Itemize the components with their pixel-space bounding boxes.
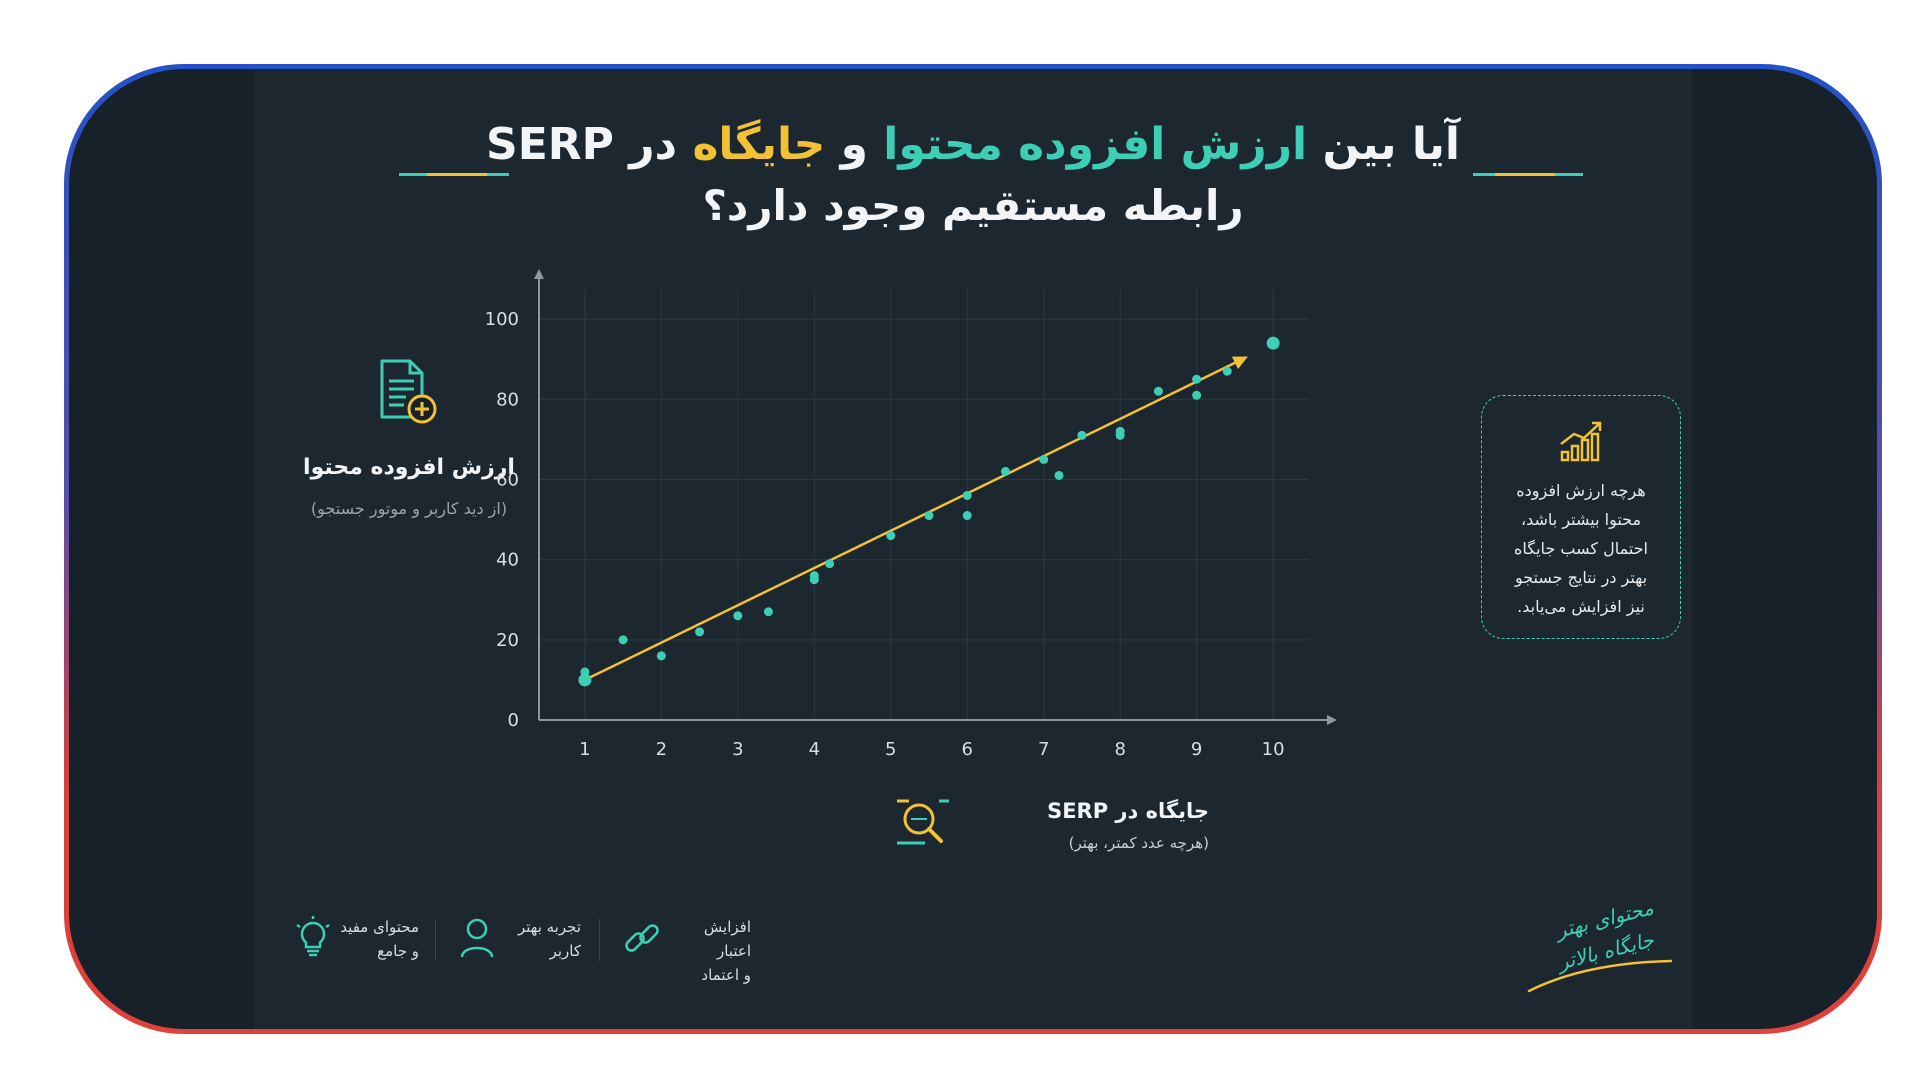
data-point — [695, 627, 705, 637]
outer-frame: آیا بین ارزش افزوده محتوا و جایگاه در SE… — [64, 64, 1882, 1034]
x-tick-label: 4 — [809, 739, 820, 760]
x-tick-label: 5 — [885, 739, 896, 760]
x-tick-label: 7 — [1038, 739, 1049, 760]
data-point — [763, 607, 773, 617]
feature-line: و اعتماد — [701, 966, 751, 984]
data-point — [1039, 454, 1049, 464]
feature-line: و جامع — [377, 942, 419, 960]
feature-useful-content: محتوای مفید و جامع — [339, 915, 419, 963]
x-tick-label: 2 — [656, 739, 667, 760]
feature-credibility: افزایش اعتبار و اعتماد — [667, 915, 751, 987]
y-tick-label: 40 — [496, 550, 519, 571]
data-point — [1192, 390, 1202, 400]
info-line: بهتر در نتایج جستجو — [1514, 568, 1648, 587]
document-plus-icon — [380, 359, 437, 424]
data-point — [962, 490, 972, 500]
title-line-2: رابطه مستقیم وجود دارد؟ — [702, 181, 1244, 230]
data-point — [809, 575, 819, 585]
magnifier-icon — [897, 799, 949, 845]
data-point — [580, 667, 590, 677]
info-text: هرچه ارزش افزوده محتوا بیشتر باشد، احتما… — [1490, 476, 1672, 621]
x-axis-label: جایگاه در SERP — [1047, 799, 1209, 823]
data-point — [1115, 430, 1125, 440]
info-line: محتوا بیشتر باشد، — [1520, 510, 1642, 529]
feature-divider — [435, 919, 436, 961]
data-point — [1153, 386, 1163, 396]
title-highlight-content-value: ارزش افزوده محتوا — [883, 119, 1308, 170]
trend-arrow-head — [1231, 356, 1248, 370]
x-tick-label: 1 — [579, 739, 590, 760]
data-point — [656, 651, 666, 661]
y-tick-label: 0 — [508, 710, 519, 731]
data-point — [825, 559, 835, 569]
y-tick-label: 100 — [485, 309, 519, 330]
info-line: نیز افزایش می‌یابد. — [1517, 597, 1645, 616]
data-point — [1000, 466, 1010, 476]
data-point — [962, 511, 972, 521]
data-point — [578, 673, 592, 687]
data-point — [618, 635, 628, 645]
y-axis-arrow — [534, 269, 544, 279]
feature-line: محتوای مفید — [340, 918, 419, 936]
x-axis-arrow — [1327, 715, 1337, 725]
growth-chart-icon — [1560, 421, 1602, 462]
title-highlight-position: جایگاه — [692, 119, 826, 170]
slogan-underline — [1527, 959, 1673, 993]
y-tick-label: 60 — [496, 469, 519, 490]
y-tick-label: 20 — [496, 630, 519, 651]
data-point — [1054, 470, 1064, 480]
link-icon — [625, 924, 659, 952]
title-text: آیا بین — [1307, 119, 1460, 170]
y-tick-label: 80 — [496, 389, 519, 410]
feature-line: افزایش اعتبار — [703, 918, 751, 960]
x-tick-label: 3 — [732, 739, 743, 760]
title-text-serp: در SERP — [486, 119, 693, 170]
lightbulb-icon — [296, 916, 330, 957]
x-axis-sublabel: (هرچه عدد کمتر، بهتر) — [1068, 834, 1209, 852]
data-point — [733, 611, 743, 621]
y-axis-label: ارزش افزوده محتوا — [303, 455, 515, 480]
title-deco-right — [1473, 173, 1583, 176]
title-line-1: آیا بین ارزش افزوده محتوا و جایگاه در SE… — [69, 119, 1877, 170]
info-line: هرچه ارزش افزوده — [1516, 481, 1646, 500]
info-box: هرچه ارزش افزوده محتوا بیشتر باشد، احتما… — [1481, 395, 1681, 639]
infographic-card: آیا بین ارزش افزوده محتوا و جایگاه در SE… — [69, 69, 1877, 1029]
feature-divider — [599, 919, 600, 961]
data-point — [1077, 430, 1087, 440]
feature-user-experience: تجربه بهتر کاربر — [501, 915, 581, 963]
feature-line: کاربر — [549, 942, 581, 960]
y-axis-sublabel: (از دید کاربر و موتور جستجو) — [310, 499, 508, 518]
feature-line: تجربه بهتر — [517, 918, 581, 936]
data-point — [924, 511, 934, 521]
x-tick-label: 6 — [962, 739, 973, 760]
user-icon — [460, 918, 494, 958]
x-tick-label: 9 — [1191, 739, 1202, 760]
trend-line — [584, 358, 1244, 682]
title-deco-left — [399, 173, 509, 176]
title-text-and: و — [825, 119, 884, 170]
data-point — [886, 531, 896, 541]
data-point — [1192, 374, 1202, 384]
data-point — [1222, 366, 1232, 376]
x-tick-label: 10 — [1262, 739, 1285, 760]
x-tick-label: 8 — [1114, 739, 1125, 760]
data-point — [1266, 336, 1280, 350]
info-line: احتمال کسب جایگاه — [1514, 539, 1648, 558]
